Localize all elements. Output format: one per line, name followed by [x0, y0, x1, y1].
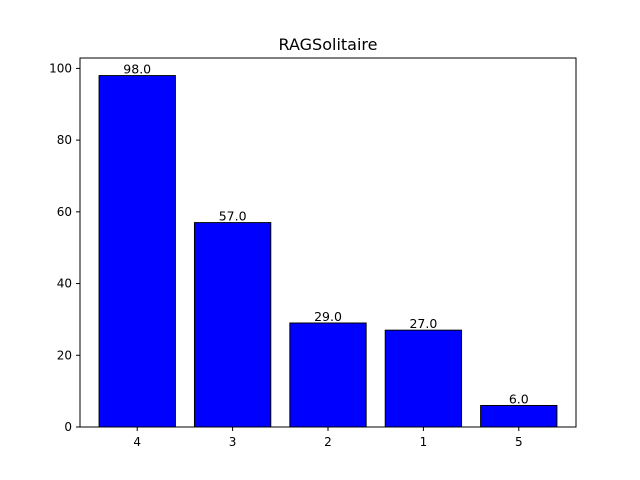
value-label-1: 27.0: [409, 316, 437, 331]
bar-value-labels: 98.0 57.0 29.0 27.0 6.0: [123, 62, 528, 407]
value-label-2: 29.0: [314, 309, 342, 324]
bar-3: [193, 222, 272, 428]
chart-title: RAGSolitaire: [279, 35, 378, 54]
y-tick-label-80: 80: [57, 133, 72, 147]
y-tick-label-100: 100: [49, 61, 72, 75]
x-tick-label-3: 3: [229, 435, 237, 449]
y-tick-labels: 0 20 40 60 80 100: [49, 61, 72, 434]
axis-ticks: [76, 67, 520, 431]
bars-group: [98, 75, 558, 428]
y-tick-label-20: 20: [57, 348, 72, 362]
x-tick-label-4: 4: [133, 435, 141, 449]
y-tick-label-60: 60: [57, 205, 72, 219]
value-label-3: 57.0: [219, 209, 247, 224]
y-tick-label-40: 40: [57, 277, 72, 291]
x-tick-label-2: 2: [324, 435, 332, 449]
value-label-4: 98.0: [123, 62, 151, 77]
plot-area-frame: [79, 57, 577, 428]
x-tick-label-5: 5: [515, 435, 523, 449]
bar-4: [98, 75, 176, 428]
y-tick-label-0: 0: [64, 420, 72, 434]
value-label-5: 6.0: [509, 391, 529, 406]
bar-2: [289, 322, 367, 428]
x-tick-labels: 4 3 2 1 5: [133, 435, 522, 449]
x-tick-label-1: 1: [420, 435, 428, 449]
bar-1: [384, 329, 463, 428]
bar-5: [480, 404, 558, 428]
